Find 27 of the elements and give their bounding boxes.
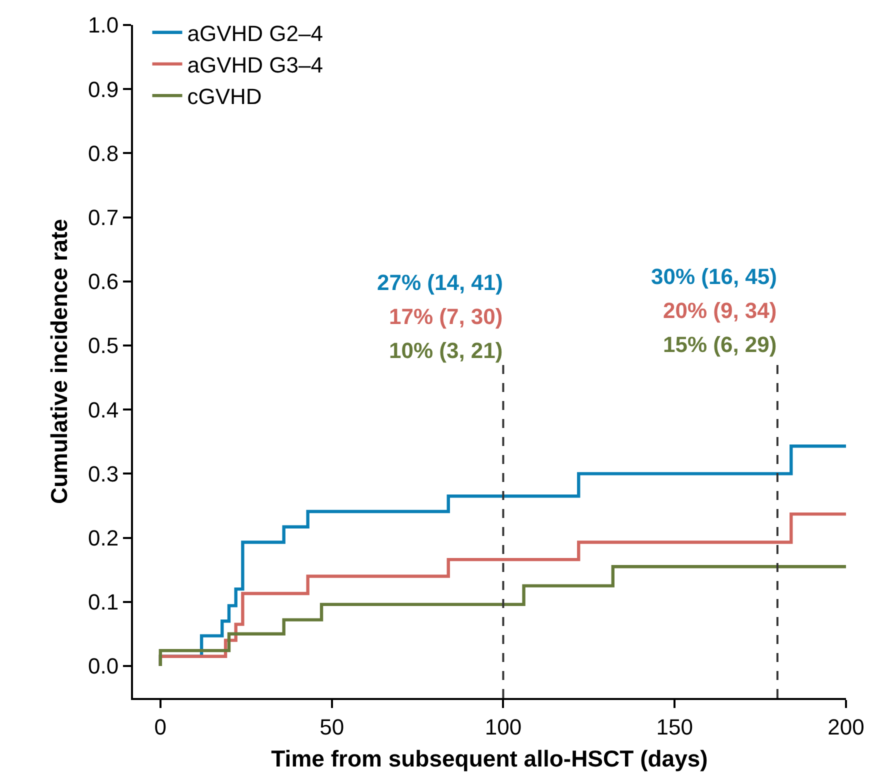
annotation: 15% (6, 29) xyxy=(663,332,777,357)
y-tick-label: 0.3 xyxy=(88,461,119,486)
annotation: 27% (14, 41) xyxy=(377,270,503,295)
y-tick-label: 0.5 xyxy=(88,333,119,358)
y-tick-label: 1.0 xyxy=(88,12,119,38)
x-tick-label: 100 xyxy=(484,714,522,740)
y-tick-label: 0.4 xyxy=(88,397,119,422)
annotation: 10% (3, 21) xyxy=(389,338,503,363)
y-tick-label: 0.1 xyxy=(88,590,119,615)
annotation: 17% (7, 30) xyxy=(389,304,503,329)
x-tick-label: 200 xyxy=(828,714,864,740)
legend-label: aGVHD G3–4 xyxy=(187,52,323,78)
annotation: 30% (16, 45) xyxy=(651,264,777,289)
y-tick-label: 0.9 xyxy=(88,76,119,102)
x-tick-label: 150 xyxy=(656,714,693,740)
legend-label: aGVHD G2–4 xyxy=(187,20,323,46)
y-tick-label: 0.2 xyxy=(88,525,119,550)
x-tick-label: 0 xyxy=(154,714,167,740)
y-tick-label: 0.7 xyxy=(88,204,119,230)
y-axis-title: Cumulative incidence rate xyxy=(46,218,72,504)
legend-label: cGVHD xyxy=(187,84,262,110)
y-tick-label: 0.0 xyxy=(88,654,119,679)
x-tick-label: 50 xyxy=(320,714,344,740)
x-axis-title: Time from subsequent allo-HSCT (days) xyxy=(271,746,708,772)
y-tick-label: 0.8 xyxy=(88,140,119,166)
y-tick-label: 0.6 xyxy=(88,269,119,294)
annotation: 20% (9, 34) xyxy=(663,298,777,323)
